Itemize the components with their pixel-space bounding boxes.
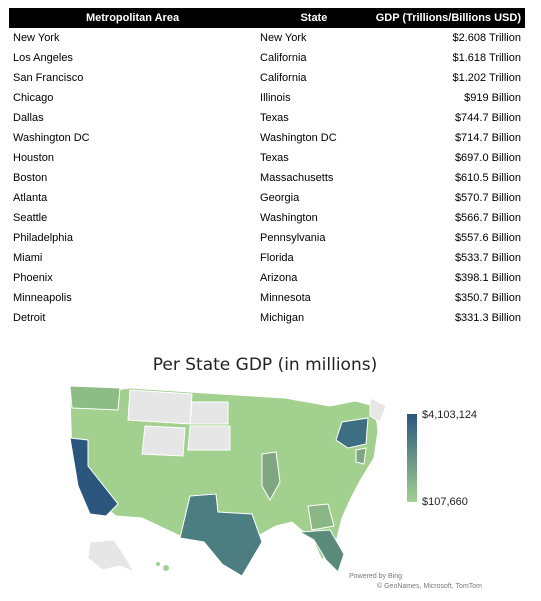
- metro-cell: Minneapolis: [13, 292, 72, 304]
- gdp-cell: $398.1 Billion: [454, 272, 521, 284]
- map-credits: © GeoNames, Microsoft, TomTom: [377, 583, 482, 590]
- metro-cell: Philadelphia: [13, 232, 73, 244]
- gdp-cell: $1.202 Trillion: [452, 72, 522, 84]
- state-cell: California: [260, 52, 307, 64]
- gdp-cell: $1.618 Trillion: [452, 52, 522, 64]
- table-row: Chicago Illinois $919 Billion: [9, 88, 525, 108]
- metro-cell: Los Angeles: [13, 52, 73, 64]
- state-cell: California: [260, 72, 307, 84]
- gdp-cell: $2.608 Trillion: [452, 32, 522, 44]
- column-header-metro: Metropolitan Area: [9, 8, 257, 28]
- state-south-dakota: [187, 425, 231, 451]
- state-cell: Michigan: [260, 312, 305, 324]
- table-row: Seattle Washington $566.7 Billion: [9, 208, 525, 228]
- gdp-cell: $557.6 Billion: [454, 232, 521, 244]
- map-title: Per State GDP (in millions): [152, 355, 378, 375]
- state-cell: Massachusetts: [260, 172, 334, 184]
- state-cell: Washington DC: [260, 132, 337, 144]
- us-map: [69, 385, 387, 577]
- gdp-cell: $714.7 Billion: [454, 132, 521, 144]
- state-cell: Georgia: [260, 192, 300, 204]
- state-cell: New York: [260, 32, 307, 44]
- table-row: New York New York $2.608 Trillion: [9, 28, 525, 48]
- bing-attribution: Powered by Bing: [349, 573, 402, 580]
- state-new-york: [335, 417, 369, 449]
- gdp-table: Metropolitan Area State GDP (Trillions/B…: [9, 8, 525, 328]
- metro-cell: Boston: [13, 172, 48, 184]
- state-cell: Texas: [260, 112, 289, 124]
- metro-cell: Dallas: [13, 112, 44, 124]
- table-row: Miami Florida $533.7 Billion: [9, 248, 525, 268]
- table-row: San Francisco California $1.202 Trillion: [9, 68, 525, 88]
- metro-cell: Houston: [13, 152, 54, 164]
- table-row: Atlanta Georgia $570.7 Billion: [9, 188, 525, 208]
- state-montana: [127, 389, 193, 425]
- state-california: [69, 437, 119, 517]
- metro-cell: New York: [13, 32, 60, 44]
- table-row: Washington DC Washington DC $714.7 Billion: [9, 128, 525, 148]
- state-illinois: [261, 451, 281, 502]
- table-row: Minneapolis Minnesota $350.7 Billion: [9, 288, 525, 308]
- state-cell: Texas: [260, 152, 289, 164]
- state-florida: [298, 529, 345, 573]
- state-hawaii: [163, 565, 169, 571]
- state-cell: Minnesota: [260, 292, 311, 304]
- gdp-cell: $533.7 Billion: [454, 252, 521, 264]
- state-maine: [369, 397, 387, 423]
- table-row: Phoenix Arizona $398.1 Billion: [9, 268, 525, 288]
- state-texas: [179, 493, 263, 577]
- column-header-state: State: [256, 8, 372, 28]
- gdp-cell: $331.3 Billion: [454, 312, 521, 324]
- table-row: Philadelphia Pennsylvania $557.6 Billion: [9, 228, 525, 248]
- table-row: Detroit Michigan $331.3 Billion: [9, 308, 525, 328]
- legend-max-value: $4,103,124: [422, 409, 478, 421]
- gdp-map-panel: Per State GDP (in millions) $4,103,124 $…: [30, 346, 535, 599]
- state-cell: Pennsylvania: [260, 232, 326, 244]
- state-washington: [69, 385, 121, 411]
- legend-min-value: $107,660: [422, 496, 468, 508]
- table-row: Boston Massachusetts $610.5 Billion: [9, 168, 525, 188]
- gdp-cell: $919 Billion: [464, 92, 521, 104]
- table-header-row: Metropolitan Area State GDP (Trillions/B…: [9, 8, 525, 28]
- gdp-cell: $570.7 Billion: [454, 192, 521, 204]
- metro-cell: Atlanta: [13, 192, 48, 204]
- state-cell: Florida: [260, 252, 294, 264]
- state-cell: Illinois: [260, 92, 291, 104]
- metro-cell: San Francisco: [13, 72, 84, 84]
- metro-cell: Chicago: [13, 92, 54, 104]
- state-cell: Arizona: [260, 272, 298, 284]
- state-north-dakota: [189, 401, 229, 425]
- table-row: Dallas Texas $744.7 Billion: [9, 108, 525, 128]
- table-row: Los Angeles California $1.618 Trillion: [9, 48, 525, 68]
- gdp-cell: $610.5 Billion: [454, 172, 521, 184]
- metro-cell: Miami: [13, 252, 43, 264]
- gdp-cell: $350.7 Billion: [454, 292, 521, 304]
- gdp-cell: $697.0 Billion: [454, 152, 521, 164]
- table-body: New York New York $2.608 Trillion Los Angel…: [9, 28, 525, 328]
- table-row: Houston Texas $697.0 Billion: [9, 148, 525, 168]
- column-header-gdp: GDP (Trillions/Billions USD): [371, 8, 525, 28]
- state-alaska: [87, 539, 136, 574]
- metro-cell: Seattle: [13, 212, 48, 224]
- state-hawaii-islet: [156, 562, 160, 566]
- gdp-cell: $744.7 Billion: [454, 112, 521, 124]
- metro-cell: Washington DC: [13, 132, 90, 144]
- legend-gradient: [407, 414, 417, 502]
- metro-cell: Detroit: [13, 312, 46, 324]
- gdp-cell: $566.7 Billion: [454, 212, 521, 224]
- state-new-jersey: [355, 447, 367, 465]
- metro-cell: Phoenix: [13, 272, 53, 284]
- state-wyoming: [141, 425, 186, 457]
- state-cell: Washington: [260, 212, 318, 224]
- state-georgia: [307, 503, 335, 531]
